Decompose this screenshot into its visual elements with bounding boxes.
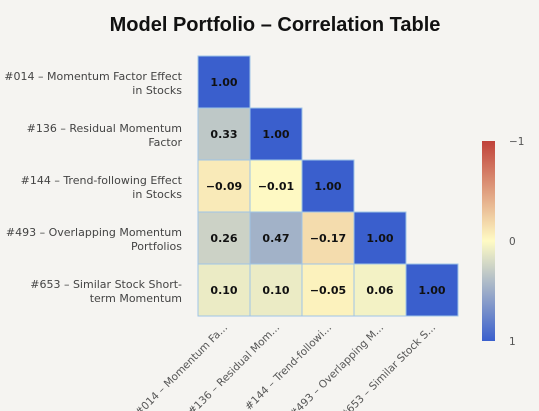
- row-label-line: #144 – Trend-following Effect: [21, 174, 183, 187]
- cell-value-label: 1.00: [366, 232, 393, 245]
- heatmap-cell: [197, 107, 251, 161]
- cell-value-label: 0.33: [210, 128, 237, 141]
- colorbar-gradient: [482, 141, 495, 341]
- heatmap-cell: [353, 211, 407, 265]
- heatmap-cell: [301, 159, 355, 213]
- row-label: #144 – Trend-following Effect in Stocks: [21, 174, 183, 201]
- colorbar-tick-label: −1: [509, 136, 524, 148]
- row-label: #653 – Similar Stock Short-term Momentum: [30, 278, 182, 305]
- colorbar-tick-label: 1: [509, 336, 516, 348]
- cell-value-label: −0.05: [310, 284, 346, 297]
- column-labels: #014 – Momentum Fa...#136 – Residual Mom…: [133, 322, 438, 411]
- cell-value-label: 0.06: [366, 284, 393, 297]
- row-label: #014 – Momentum Factor Effect in Stocks: [4, 70, 182, 97]
- column-tick-label: #014 – Momentum Fa...: [133, 322, 230, 411]
- row-label-line: #136 – Residual Momentum: [27, 122, 182, 135]
- cell-value-label: 1.00: [314, 180, 341, 193]
- cell-value-label: 0.26: [210, 232, 237, 245]
- heatmap-cell: [197, 55, 251, 109]
- cell-value-label: 0.10: [262, 284, 289, 297]
- cell-value-label: 0.47: [262, 232, 289, 245]
- cell-value-label: −0.01: [258, 180, 294, 193]
- cell-value-label: 1.00: [210, 76, 237, 89]
- row-label-line: in Stocks: [132, 84, 182, 97]
- cell-value-label: −0.09: [206, 180, 242, 193]
- heatmap-cell: [249, 263, 303, 317]
- row-label-line: in Stocks: [132, 188, 182, 201]
- cell-value-label: −0.17: [310, 232, 346, 245]
- row-label-line: #653 – Similar Stock Short-: [30, 278, 182, 291]
- cell-value-label: 0.10: [210, 284, 237, 297]
- column-tick-label: #136 – Residual Mom...: [186, 322, 282, 411]
- row-label-line: #493 – Overlapping Momentum: [6, 226, 182, 239]
- heatmap-cell: [249, 211, 303, 265]
- column-tick-label: #144 – Trend-followi...: [243, 322, 334, 411]
- row-label: #136 – Residual Momentum Factor: [27, 122, 183, 149]
- heatmap-cell: [249, 107, 303, 161]
- row-label: #493 – Overlapping Momentum Portfolios: [6, 226, 182, 253]
- heatmap-cells: 1.00 0.33 1.00 −0.09 −0.01 1.00 0.26 0.47 −0.17 1…: [197, 55, 459, 317]
- cell-value-label: 1.00: [418, 284, 445, 297]
- row-label-line: #014 – Momentum Factor Effect: [4, 70, 182, 83]
- column-tick-label: #653 – Similar Stock S...: [338, 322, 438, 411]
- row-label-line: term Momentum: [90, 292, 182, 305]
- column-tick-label: #493 – Overlapping M...: [288, 322, 387, 411]
- cell-value-label: 1.00: [262, 128, 289, 141]
- chart-title: Model Portfolio – Correlation Table: [110, 14, 441, 36]
- row-label-line: Factor: [148, 136, 182, 149]
- row-label-line: Portfolios: [131, 240, 182, 253]
- colorbar: −1 0 1: [482, 136, 524, 348]
- heatmap-cell: [353, 263, 407, 317]
- colorbar-tick-label: 0: [509, 236, 516, 248]
- heatmap-cell: [405, 263, 459, 317]
- row-labels: #014 – Momentum Factor Effect in Stocks#1…: [4, 70, 182, 305]
- heatmap-cell: [301, 263, 355, 317]
